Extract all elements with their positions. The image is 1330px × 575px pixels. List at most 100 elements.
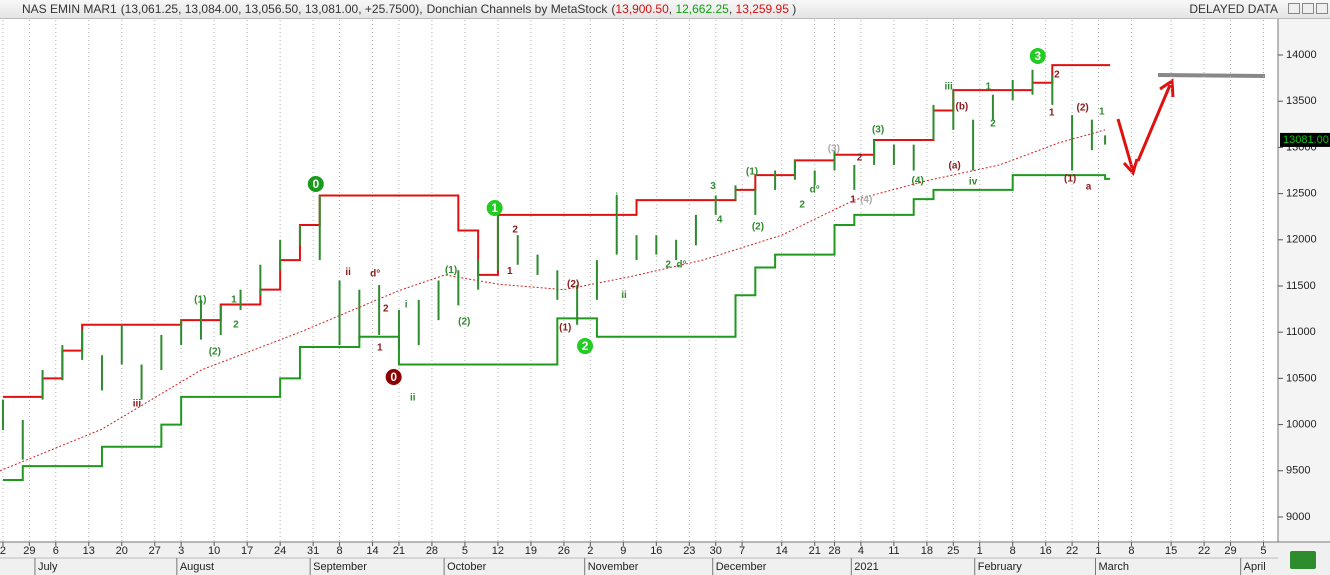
wave-label: 1	[1049, 108, 1055, 119]
close-button[interactable]	[1316, 3, 1328, 14]
wave-label: 1	[850, 195, 856, 206]
x-tick-label: 22	[1198, 545, 1210, 557]
y-tick-label: 13500	[1286, 95, 1317, 107]
quote: (13,061.25, 13,084.00, 13,056.50, 13,081…	[120, 2, 423, 16]
status: DELAYED DATA	[1189, 2, 1278, 16]
x-tick-label: 8	[336, 545, 342, 557]
wave-marker	[1029, 47, 1046, 64]
wave-label: 1	[507, 266, 513, 277]
wave-label: (4)	[860, 195, 872, 206]
x-tick-label: 5	[462, 545, 468, 557]
x-tick-label: 14	[366, 545, 378, 557]
month-label: October	[447, 561, 486, 573]
last-price-label: 13081.00	[1283, 134, 1329, 146]
wave-label: (3)	[828, 144, 840, 155]
logo	[1290, 551, 1316, 569]
x-tick-label: 28	[828, 545, 840, 557]
y-tick-label: 12000	[1286, 234, 1317, 246]
wave-label: (2)	[1077, 103, 1089, 114]
x-tick-label: 21	[393, 545, 405, 557]
wave-label: 2	[990, 119, 996, 130]
x-tick-label: 10	[208, 545, 220, 557]
y-tick-label: 14000	[1286, 49, 1317, 61]
x-tick-label: 16	[1040, 545, 1052, 557]
wave-label: (2)	[752, 222, 764, 233]
wave-label: 1	[985, 82, 991, 93]
header: NAS EMIN MAR1 (13,061.25, 13,084.00, 13,0…	[0, 0, 1330, 19]
x-tick-label: 15	[1165, 545, 1177, 557]
x-tick-label: 1	[977, 545, 983, 557]
y-tick-label: 9000	[1286, 511, 1310, 523]
month-label: August	[180, 561, 214, 573]
month-label: March	[1098, 561, 1129, 573]
minimize-button[interactable]	[1288, 3, 1300, 14]
x-tick-label: 14	[776, 545, 788, 557]
wave-label: (2)	[567, 279, 579, 290]
wave-label: d°	[810, 185, 820, 196]
wave-label: 3	[710, 181, 716, 192]
plot-area	[0, 19, 1278, 542]
wave-label: 1	[1099, 107, 1105, 118]
x-tick-label: 12	[492, 545, 504, 557]
wave-label: 2	[799, 200, 805, 211]
wave-label: 1	[377, 343, 383, 354]
x-tick-label: 17	[241, 545, 253, 557]
symbol: NAS EMIN MAR1	[22, 2, 117, 16]
wave-label: 2	[233, 319, 239, 330]
chart: 9000950010000105001100011500120001250013…	[0, 19, 1330, 575]
wave-marker	[307, 175, 324, 192]
wave-marker	[385, 368, 402, 385]
x-tick-label: 1	[1095, 545, 1101, 557]
wave-label: 1	[231, 295, 237, 306]
x-tick-label: 4	[858, 545, 864, 557]
month-label: February	[978, 561, 1023, 573]
wave-label: (1)	[1064, 174, 1076, 185]
wave-label: i	[615, 192, 618, 203]
wave-label: d°	[370, 269, 380, 280]
indicator-value: 13,900.50	[615, 2, 669, 16]
x-tick-label: 28	[426, 545, 438, 557]
x-tick-label: 20	[116, 545, 128, 557]
wave-label: 4	[717, 215, 723, 226]
x-tick-label: 24	[274, 545, 286, 557]
indicator-value: 13,259.95	[729, 2, 789, 16]
month-label: September	[313, 561, 367, 573]
x-tick-label: 2	[0, 545, 6, 557]
wave-label: ii	[345, 267, 351, 278]
month-label: December	[716, 561, 767, 573]
x-tick-label: 22	[1066, 545, 1078, 557]
wave-label: (4)	[912, 176, 924, 187]
x-tick-label: 3	[178, 545, 184, 557]
wave-label: 2	[582, 339, 589, 353]
x-tick-label: 27	[149, 545, 161, 557]
wave-label: (1)	[746, 167, 758, 178]
forecast-arrow-down	[1116, 118, 1139, 177]
wave-label: 3	[1034, 49, 1041, 63]
y-tick-label: 9500	[1286, 465, 1310, 477]
wave-label: iii	[945, 82, 954, 93]
wave-label: 0	[312, 177, 319, 191]
wave-label: 2	[512, 224, 518, 235]
wave-label: 2	[1054, 70, 1060, 81]
x-tick-label: 13	[83, 545, 95, 557]
x-tick-label: 16	[650, 545, 662, 557]
month-label: July	[38, 561, 58, 573]
wave-label: 1	[491, 201, 498, 215]
x-tick-label: 7	[739, 545, 745, 557]
x-tick-label: 6	[53, 545, 59, 557]
wave-label: iii	[133, 399, 142, 410]
wave-label: (a)	[949, 161, 961, 172]
y-tick-label: 10500	[1286, 372, 1317, 384]
wave-label: (2)	[458, 317, 470, 328]
x-tick-label: 25	[947, 545, 959, 557]
maximize-button[interactable]	[1302, 3, 1314, 14]
wave-label: 2	[383, 304, 389, 315]
x-tick-label: 21	[809, 545, 821, 557]
wave-label: (1)	[559, 323, 571, 334]
header-info: NAS EMIN MAR1 (13,061.25, 13,084.00, 13,0…	[22, 0, 800, 19]
x-tick-label: 26	[558, 545, 570, 557]
last-price-box	[1280, 132, 1330, 147]
wave-label: (b)	[955, 102, 968, 113]
wave-label: d°	[676, 260, 686, 271]
